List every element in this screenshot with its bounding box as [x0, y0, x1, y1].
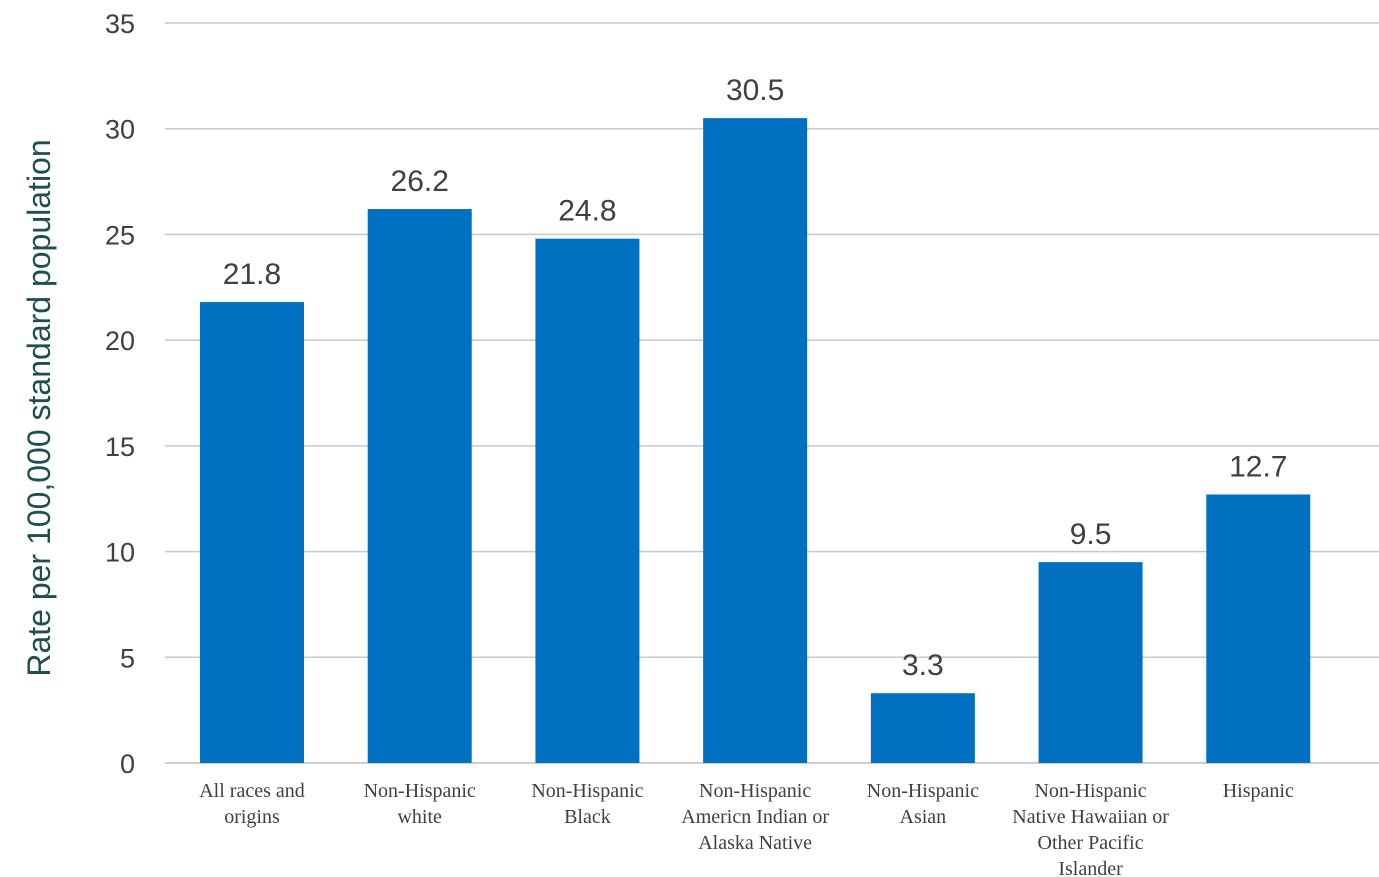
y-tick-label: 10 — [105, 538, 135, 568]
x-category-label: All races and origins — [199, 780, 305, 828]
bar — [367, 209, 472, 764]
y-tick-label: 20 — [105, 326, 135, 356]
bar — [1038, 562, 1143, 763]
bar — [870, 693, 975, 763]
x-category-label: Non-Hispanic Americn Indian or Alaska Nati… — [681, 780, 829, 854]
x-category-label: Non-Hispanic Native Hawaiian or Other Paci… — [1012, 780, 1169, 877]
x-category-label: Non-Hispanic Black — [531, 780, 643, 828]
data-label: 9.5 — [1070, 518, 1112, 551]
bars — [200, 118, 1311, 764]
x-category-label: Non-Hispanic white — [364, 780, 476, 828]
data-label: 24.8 — [558, 195, 616, 228]
data-labels: 21.8 26.2 24.8 30.5 3.3 9.5 12.7 — [223, 74, 1288, 682]
x-category-label: Hispanic — [1223, 780, 1294, 802]
y-axis-ticks: 0 5 10 15 20 25 30 35 — [105, 9, 135, 779]
bar — [535, 238, 640, 763]
data-label: 3.3 — [902, 649, 944, 682]
y-tick-label: 35 — [105, 9, 135, 39]
bar — [1206, 494, 1311, 763]
data-label: 30.5 — [726, 74, 784, 107]
bar — [200, 302, 304, 763]
y-axis-title: Rate per 100,000 standard population — [21, 139, 57, 676]
bar — [703, 118, 808, 763]
y-tick-label: 15 — [105, 432, 135, 462]
data-label: 26.2 — [391, 165, 449, 198]
x-category-label: Non-Hispanic Asian — [867, 780, 979, 828]
y-tick-label: 30 — [105, 115, 135, 145]
y-tick-label: 25 — [105, 220, 135, 250]
y-tick-label: 5 — [120, 643, 135, 673]
data-label: 12.7 — [1229, 450, 1287, 483]
x-axis-categories: All races and origins Non-Hispanic white Non… — [199, 780, 1294, 877]
data-label: 21.8 — [223, 258, 281, 291]
y-tick-label: 0 — [120, 749, 135, 779]
